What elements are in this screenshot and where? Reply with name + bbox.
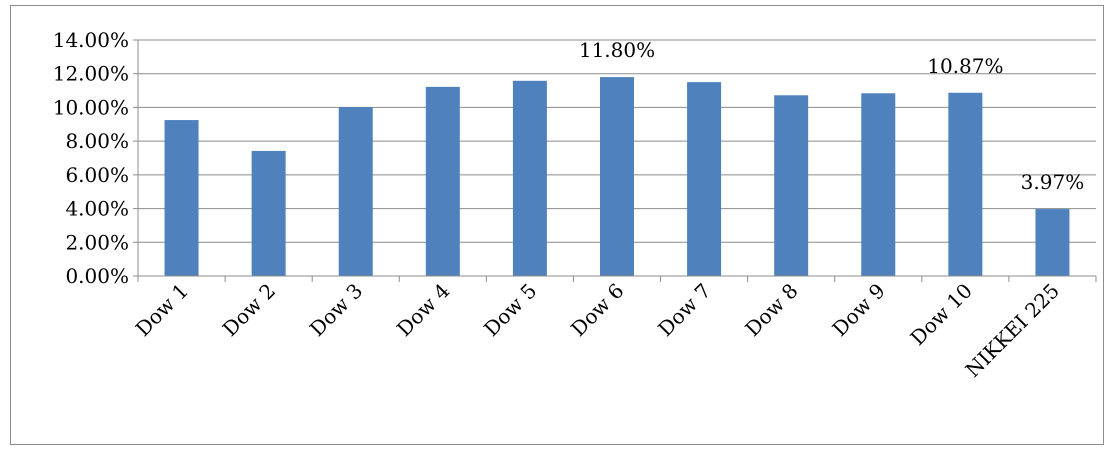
y-tick-label: 14.00%	[53, 28, 129, 52]
bar	[425, 86, 460, 276]
y-tick-label: 4.00%	[65, 197, 129, 221]
y-tick-label: 0.00%	[65, 264, 129, 288]
data-labels: 11.80% 10.87% 3.97%	[579, 38, 1084, 194]
x-tick-label: Dow 3	[305, 279, 367, 341]
x-tick-label: Dow 5	[479, 279, 541, 341]
x-tick-label: Dow 10	[905, 279, 976, 350]
data-label: 11.80%	[579, 38, 655, 62]
bar	[251, 150, 286, 276]
y-tick-label: 2.00%	[65, 230, 129, 254]
x-axis: Dow 1 Dow 2 Dow 3 Dow 4 Dow 5 Dow 6 Dow 7 Dow 8…	[131, 275, 1097, 382]
x-tick-label: NIKKEI 225	[961, 279, 1064, 382]
data-label: 10.87%	[927, 54, 1003, 78]
x-tick-label: Dow 9	[827, 279, 889, 341]
y-tick-label: 8.00%	[65, 129, 129, 153]
bar	[1035, 209, 1070, 276]
y-axis: 0.00% 2.00% 4.00% 6.00% 8.00% 10.00% 12.00% 14.…	[53, 28, 139, 288]
bars	[164, 77, 1070, 277]
data-label: 3.97%	[1021, 170, 1085, 194]
bar	[687, 82, 722, 277]
chart-frame: 0.00% 2.00% 4.00% 6.00% 8.00% 10.00% 12.00% 14.…	[10, 5, 1104, 445]
bar	[861, 93, 896, 276]
x-tick-label: Dow 6	[566, 279, 628, 341]
bar	[164, 120, 199, 276]
bar-chart: 0.00% 2.00% 4.00% 6.00% 8.00% 10.00% 12.00% 14.…	[53, 28, 1097, 382]
x-tick-label: Dow 8	[740, 279, 802, 341]
y-tick-label: 10.00%	[53, 95, 129, 119]
x-tick-label: Dow 2	[218, 279, 280, 341]
bar	[948, 92, 983, 277]
bar	[600, 77, 634, 276]
y-tick-label: 12.00%	[53, 62, 129, 86]
x-tick-label: Dow 7	[653, 279, 715, 341]
x-tick-label: Dow 4	[392, 279, 454, 341]
bar	[338, 107, 373, 276]
bar	[512, 80, 547, 277]
x-tick-label: Dow 1	[131, 279, 193, 341]
bar	[774, 95, 809, 276]
y-tick-label: 6.00%	[65, 163, 129, 187]
